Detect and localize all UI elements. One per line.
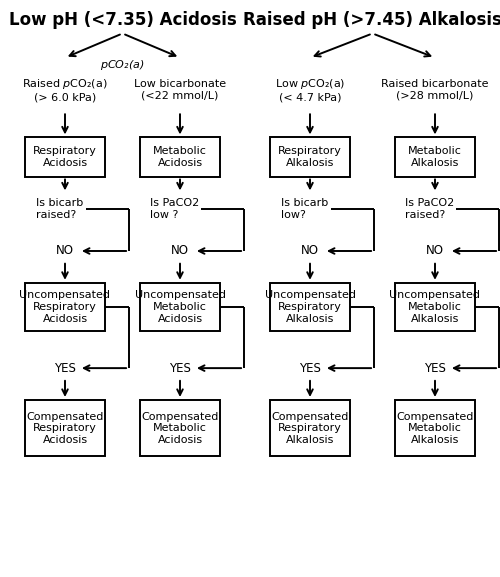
Text: Is bicarb
raised?: Is bicarb raised? (36, 198, 84, 220)
Text: NO: NO (426, 245, 444, 257)
FancyBboxPatch shape (140, 400, 220, 456)
Text: Low pH (<7.35) Acidosis: Low pH (<7.35) Acidosis (8, 11, 236, 29)
Text: Respiratory
Alkalosis: Respiratory Alkalosis (278, 146, 342, 168)
Text: NO: NO (301, 245, 319, 257)
Text: Raised $p$CO₂(a)
(> 6.0 kPa): Raised $p$CO₂(a) (> 6.0 kPa) (22, 77, 108, 102)
FancyBboxPatch shape (270, 283, 350, 331)
FancyBboxPatch shape (395, 283, 475, 331)
FancyBboxPatch shape (140, 283, 220, 331)
Text: Compensated
Metabolic
Alkalosis: Compensated Metabolic Alkalosis (396, 411, 473, 445)
Text: Uncompensated
Metabolic
Acidosis: Uncompensated Metabolic Acidosis (134, 290, 226, 324)
FancyBboxPatch shape (25, 137, 105, 177)
Text: YES: YES (424, 362, 446, 374)
Text: Uncompensated
Metabolic
Alkalosis: Uncompensated Metabolic Alkalosis (390, 290, 480, 324)
Text: Respiratory
Acidosis: Respiratory Acidosis (33, 146, 97, 168)
FancyBboxPatch shape (395, 137, 475, 177)
Text: NO: NO (56, 245, 74, 257)
Text: YES: YES (169, 362, 191, 374)
Text: Low bicarbonate
(<22 mmol/L): Low bicarbonate (<22 mmol/L) (134, 78, 226, 100)
Text: Uncompensated
Respiratory
Acidosis: Uncompensated Respiratory Acidosis (20, 290, 110, 324)
Text: Metabolic
Acidosis: Metabolic Acidosis (153, 146, 207, 168)
FancyBboxPatch shape (270, 137, 350, 177)
Text: Metabolic
Alkalosis: Metabolic Alkalosis (408, 146, 462, 168)
Text: Is PaCO2
raised?: Is PaCO2 raised? (406, 198, 454, 220)
Text: Is bicarb
low?: Is bicarb low? (282, 198, 329, 220)
FancyBboxPatch shape (140, 137, 220, 177)
Text: Compensated
Respiratory
Acidosis: Compensated Respiratory Acidosis (26, 411, 104, 445)
Text: NO: NO (171, 245, 189, 257)
Text: Raised bicarbonate
(>28 mmol/L): Raised bicarbonate (>28 mmol/L) (382, 78, 489, 100)
FancyBboxPatch shape (25, 283, 105, 331)
Text: Low $p$CO₂(a)
(< 4.7 kPa): Low $p$CO₂(a) (< 4.7 kPa) (275, 77, 345, 102)
Text: $p$CO₂(a): $p$CO₂(a) (100, 58, 144, 72)
Text: Raised pH (>7.45) Alkalosis: Raised pH (>7.45) Alkalosis (243, 11, 500, 29)
FancyBboxPatch shape (25, 400, 105, 456)
Text: Compensated
Respiratory
Alkalosis: Compensated Respiratory Alkalosis (272, 411, 348, 445)
Text: Uncompensated
Respiratory
Alkalosis: Uncompensated Respiratory Alkalosis (264, 290, 356, 324)
FancyBboxPatch shape (395, 400, 475, 456)
FancyBboxPatch shape (270, 400, 350, 456)
Text: Compensated
Metabolic
Acidosis: Compensated Metabolic Acidosis (142, 411, 218, 445)
Text: YES: YES (299, 362, 321, 374)
Text: YES: YES (54, 362, 76, 374)
Text: Is PaCO2
low ?: Is PaCO2 low ? (150, 198, 200, 220)
